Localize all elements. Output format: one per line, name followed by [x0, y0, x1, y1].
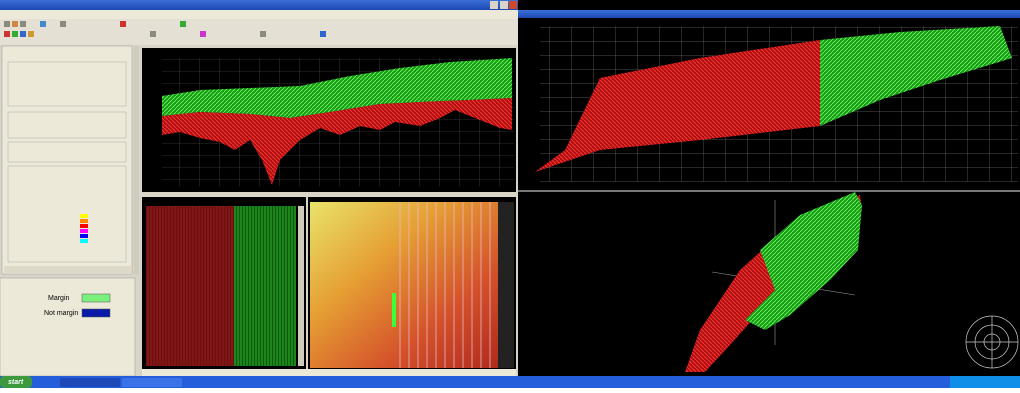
menu-bar: [0, 10, 518, 19]
swatch: [80, 239, 88, 243]
tool-icon[interactable]: [180, 21, 186, 27]
group-box: [7, 165, 127, 263]
scrollbar[interactable]: [134, 46, 139, 274]
tool-icon[interactable]: [260, 31, 266, 37]
panel-tabs[interactable]: [4, 266, 132, 274]
taskbar: start: [0, 376, 1020, 388]
margin-color[interactable]: [81, 293, 111, 303]
green-3d-surface: [745, 192, 862, 330]
compass[interactable]: [965, 315, 1019, 369]
toolbar: [0, 19, 518, 45]
title-bar: [0, 0, 518, 10]
window-button[interactable]: [500, 1, 508, 9]
color-swatches: [80, 214, 88, 243]
system-tray: [950, 376, 1020, 388]
heatmap-margin: [498, 202, 514, 368]
tool-icon[interactable]: [200, 31, 206, 37]
task-button[interactable]: [122, 378, 182, 387]
tool-icon[interactable]: [12, 21, 18, 27]
status-bar: [142, 369, 516, 376]
color-panel: [0, 277, 136, 377]
tool-icon[interactable]: [20, 21, 26, 27]
tool-icon[interactable]: [150, 31, 156, 37]
swatch: [80, 224, 88, 228]
close-button[interactable]: [509, 1, 517, 9]
splitter[interactable]: [518, 190, 1020, 192]
selection-marker: [392, 293, 396, 327]
start-label: start: [8, 379, 24, 386]
tool-icon[interactable]: [20, 31, 26, 37]
group-box: [7, 111, 127, 139]
right-window: [518, 0, 1020, 376]
swatch: [80, 214, 88, 218]
taskbar-bg: [0, 376, 1020, 388]
settings-panel: [1, 45, 133, 275]
group-box: [7, 61, 127, 107]
swatch: [80, 234, 88, 238]
tool-icon[interactable]: [120, 21, 126, 27]
swatch: [80, 229, 88, 233]
scrollbar[interactable]: [298, 206, 304, 366]
tool-icon[interactable]: [40, 21, 46, 27]
margin-label: Margin: [48, 295, 70, 302]
red-sheet: [535, 40, 820, 172]
red-surface: [162, 98, 512, 185]
tool-icon[interactable]: [28, 31, 34, 37]
green-surface: [162, 58, 512, 118]
tool-icon[interactable]: [4, 31, 10, 37]
survey-lines: [395, 202, 498, 368]
green-swath: [234, 206, 296, 366]
swatch: [80, 219, 88, 223]
not-margin-label: Not margin: [44, 310, 78, 317]
green-sheet: [820, 26, 1012, 126]
tool-icon[interactable]: [12, 31, 18, 37]
red-swath: [146, 206, 234, 366]
task-button[interactable]: [60, 378, 120, 387]
start-button[interactable]: [0, 376, 32, 388]
window-button[interactable]: [490, 1, 498, 9]
toolbar-icons: [4, 21, 326, 37]
not-margin-color[interactable]: [81, 308, 111, 318]
left-window: Margin Not margin: [0, 0, 518, 377]
tool-icon[interactable]: [4, 21, 10, 27]
title-bar: [518, 10, 1020, 18]
tool-icon[interactable]: [320, 31, 326, 37]
group-box: [7, 141, 127, 163]
tool-icon[interactable]: [60, 21, 66, 27]
